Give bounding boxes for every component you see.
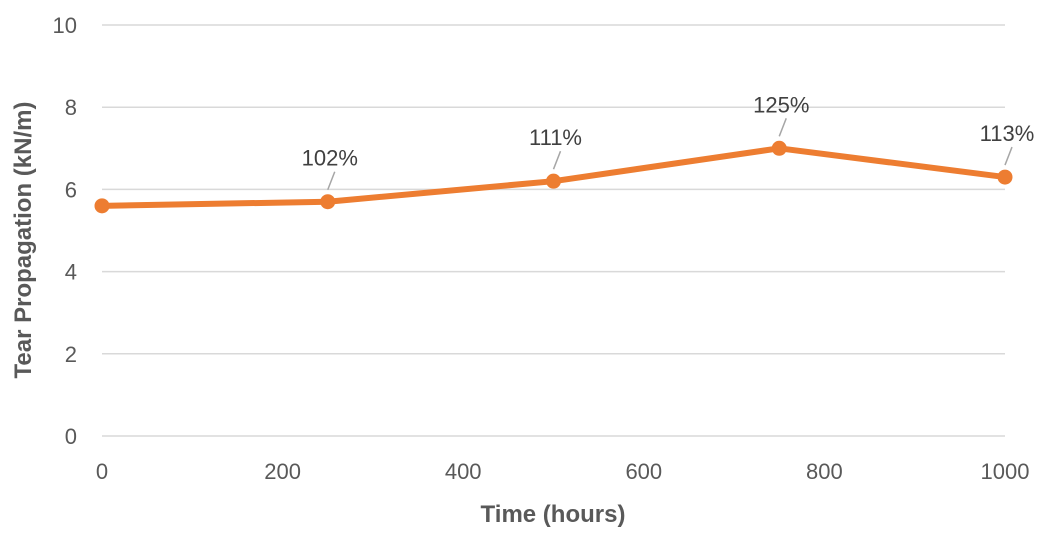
x-tick-label-0: 0	[96, 459, 108, 484]
y-tick-label-2: 2	[65, 342, 77, 367]
y-axis-ticks: 0 2 4 6 8 10	[53, 13, 77, 449]
x-tick-label-600: 600	[625, 459, 662, 484]
y-tick-label-4: 4	[65, 260, 77, 285]
data-point-2	[546, 173, 561, 189]
data-label-1: 102%	[302, 146, 358, 171]
data-point-3	[771, 140, 787, 156]
leader-line-2	[552, 150, 562, 170]
x-tick-label-800: 800	[806, 459, 843, 484]
gridlines	[102, 24, 1005, 437]
data-point-0	[94, 198, 110, 214]
x-tick-label-1000: 1000	[981, 459, 1030, 484]
data-label-4: 113%	[980, 121, 1035, 146]
y-axis-title: Tear Propagation (kN/m)	[10, 102, 37, 379]
y-tick-label-0: 0	[65, 424, 77, 449]
x-axis-ticks: 0 200 400 600 800 1000	[96, 459, 1030, 484]
data-labels: 102% 111% 125% 113%	[302, 92, 1035, 191]
leader-line-4	[1004, 146, 1013, 166]
x-tick-label-200: 200	[264, 459, 301, 484]
leader-line-1	[327, 171, 336, 191]
data-point-1	[320, 194, 336, 210]
data-point-4	[997, 169, 1013, 185]
data-label-2: 111%	[529, 125, 582, 150]
x-axis-title: Time (hours)	[481, 501, 626, 528]
x-tick-label-400: 400	[445, 459, 482, 484]
leader-line-3	[778, 118, 787, 137]
y-tick-label-6: 6	[65, 177, 77, 202]
series-layer	[94, 140, 1013, 214]
y-tick-label-8: 8	[65, 95, 77, 120]
data-label-3: 125%	[753, 92, 809, 117]
y-tick-label-10: 10	[53, 13, 77, 38]
